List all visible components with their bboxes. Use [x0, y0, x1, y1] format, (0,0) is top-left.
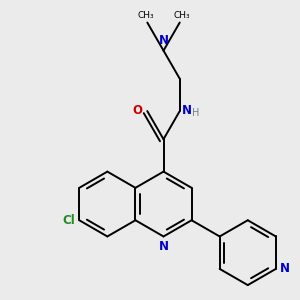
Text: N: N [182, 104, 191, 117]
Text: N: N [158, 240, 169, 253]
Text: H: H [192, 108, 200, 118]
Text: N: N [158, 34, 169, 47]
Text: Cl: Cl [62, 214, 75, 227]
Text: CH₃: CH₃ [173, 11, 190, 20]
Text: N: N [279, 262, 290, 275]
Text: CH₃: CH₃ [137, 11, 154, 20]
Text: O: O [132, 104, 142, 117]
